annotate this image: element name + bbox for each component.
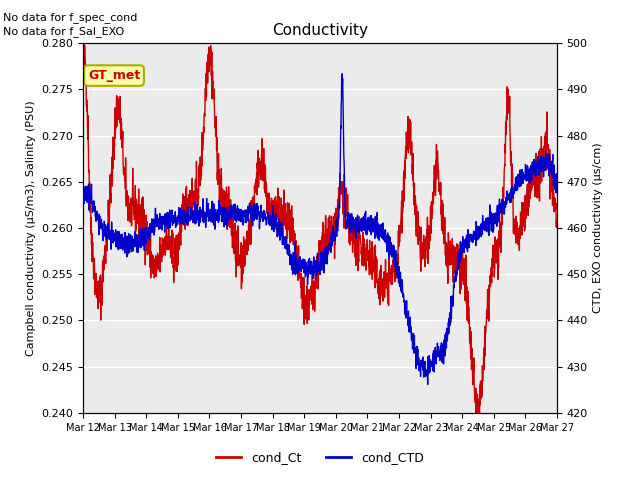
Text: GT_met: GT_met bbox=[88, 69, 140, 82]
Text: No data for f_Sal_EXO: No data for f_Sal_EXO bbox=[3, 26, 124, 37]
Text: No data for f_spec_cond: No data for f_spec_cond bbox=[3, 12, 138, 23]
Title: Conductivity: Conductivity bbox=[272, 23, 368, 38]
Y-axis label: Campbell conductivity (μS/m3), Salinity (PSU): Campbell conductivity (μS/m3), Salinity … bbox=[26, 100, 36, 356]
Legend: cond_Ct, cond_CTD: cond_Ct, cond_CTD bbox=[211, 446, 429, 469]
Y-axis label: CTD, EXO conductivity (μs/cm): CTD, EXO conductivity (μs/cm) bbox=[593, 143, 604, 313]
